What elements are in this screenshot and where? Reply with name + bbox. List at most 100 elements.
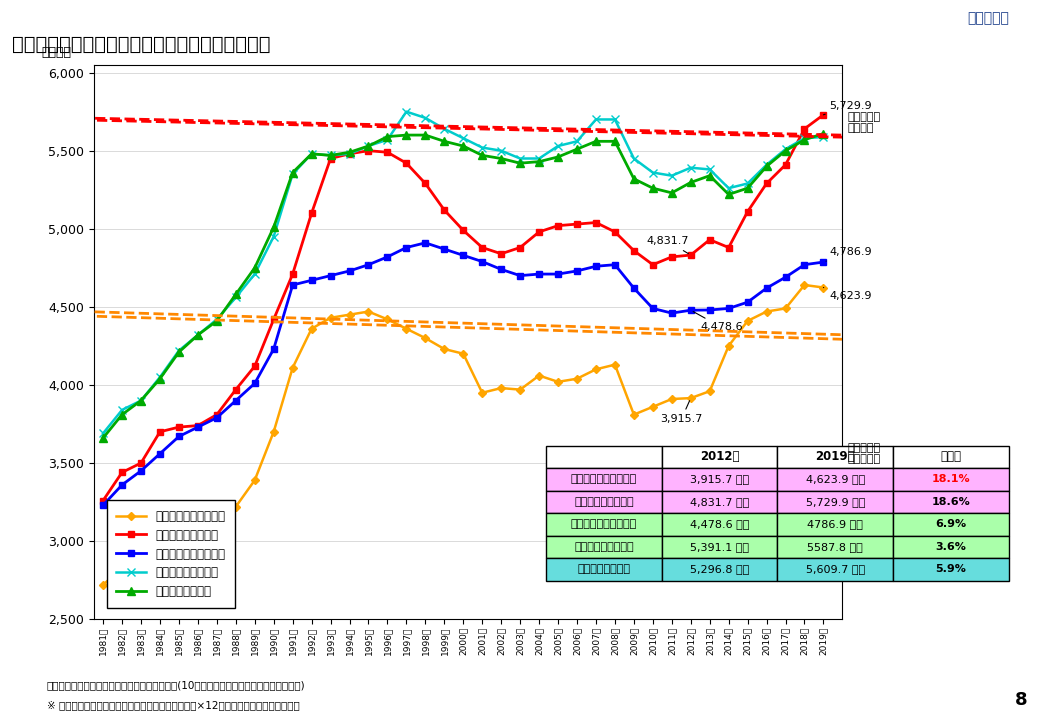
建設業男性生産労働者 [382, 315, 394, 324]
建設業男性全労働者 [438, 206, 450, 215]
全産業男性労働者 [230, 290, 242, 299]
建設業男性全労働者 [306, 209, 318, 217]
建設業男性生産労働者 [324, 313, 337, 322]
Text: 4,786.9: 4,786.9 [826, 248, 872, 261]
建設業男性生産労働者 [779, 304, 791, 312]
製造業男性全労働者 [286, 170, 298, 179]
建設業男性全労働者 [590, 218, 602, 227]
全産業男性労働者 [627, 174, 640, 183]
Text: 5,729.9: 5,729.9 [824, 101, 872, 114]
建設業男性全労働者 [267, 315, 280, 324]
製造業男性生産労働者 [191, 423, 204, 431]
全産業男性労働者 [362, 142, 374, 150]
全産業男性労働者 [135, 396, 148, 405]
Text: 4,831.7: 4,831.7 [647, 236, 690, 253]
建設業男性全労働者 [362, 146, 374, 155]
建設業男性生産労働者 [97, 580, 109, 589]
製造業男性全労働者 [115, 405, 128, 414]
製造業男性生産労働者 [115, 480, 128, 489]
製造業男性生産労働者 [154, 449, 166, 458]
建設業男性生産労働者 [135, 557, 148, 566]
製造業男性全労働者 [306, 150, 318, 158]
製造業男性全労働者 [779, 145, 791, 153]
建設業男性全労働者 [495, 249, 508, 258]
製造業男性生産労働者 [723, 304, 735, 312]
建設業男性生産労働者 [230, 503, 242, 511]
建設業男性全労働者 [647, 261, 659, 269]
Text: 建設業男性全労働者等の年間賃金総支給額の推移: 建設業男性全労働者等の年間賃金総支給額の推移 [12, 35, 271, 53]
全産業男性労働者 [590, 137, 602, 145]
全産業男性労働者 [703, 171, 716, 180]
製造業男性全労働者 [608, 115, 621, 124]
Text: 4,623.9: 4,623.9 [824, 287, 872, 301]
製造業男性生産労働者 [343, 266, 356, 275]
製造業男性全労働者 [684, 163, 697, 172]
製造業男性全労働者 [647, 168, 659, 177]
全産業男性労働者 [552, 153, 565, 161]
建設業男性全労働者 [799, 125, 811, 133]
製造業男性生産労働者 [495, 265, 508, 274]
全産業男性労働者 [306, 150, 318, 158]
建設業男性全労働者 [135, 459, 148, 467]
Legend: 建設業男性生産労働者, 建設業男性全労働者, 製造業男性生産労働者, 製造業男性全労働者, 全産業男性労働者: 建設業男性生産労働者, 建設業男性全労働者, 製造業男性生産労働者, 製造業男性… [107, 500, 235, 608]
全産業男性労働者 [173, 348, 185, 356]
製造業男性生産労働者 [438, 245, 450, 253]
製造業男性全労働者 [495, 146, 508, 155]
建設業男性生産労働者 [267, 428, 280, 436]
全産業男性労働者 [684, 178, 697, 186]
Text: 国土交通省: 国土交通省 [967, 11, 1009, 25]
製造業男性全労働者 [267, 233, 280, 241]
Text: （千円）: （千円） [42, 46, 71, 59]
製造業男性生産労働者 [514, 271, 526, 280]
製造業男性生産労働者 [306, 276, 318, 284]
全産業男性労働者 [97, 433, 109, 442]
製造業男性全労働者 [514, 154, 526, 163]
建設業男性生産労働者 [684, 394, 697, 402]
製造業男性全労働者 [666, 171, 678, 180]
製造業男性全労働者 [135, 396, 148, 405]
製造業男性生産労働者 [457, 251, 469, 260]
建設業男性全労働者 [703, 235, 716, 244]
製造業男性全労働者 [210, 315, 223, 324]
Text: ※ 年間賃金総支給額＝きまって支給する現金給与額×12＋年間賞与その他特別給与額: ※ 年間賃金総支給額＝きまって支給する現金給与額×12＋年間賞与その他特別給与額 [47, 700, 300, 710]
全産業男性労働者 [154, 374, 166, 383]
製造業男性生産労働者 [267, 345, 280, 354]
製造業男性生産労働者 [419, 238, 432, 247]
製造業男性全労働者 [400, 107, 413, 116]
製造業男性全労働者 [382, 135, 394, 144]
製造業男性生産労働者 [210, 413, 223, 422]
建設業男性全労働者 [532, 228, 545, 236]
全産業男性労働者 [382, 132, 394, 141]
Text: 8: 8 [1015, 691, 1028, 709]
製造業男性全労働者 [173, 346, 185, 355]
建設業男性生産労働者 [817, 283, 830, 292]
製造業男性全労働者 [723, 184, 735, 192]
建設業男性全労働者 [173, 423, 185, 431]
Line: 建設業男性生産労働者: 建設業男性生産労働者 [100, 282, 826, 588]
全産業男性労働者 [438, 137, 450, 145]
製造業男性生産労働者 [608, 261, 621, 269]
全産業男性労働者 [210, 317, 223, 325]
建設業男性生産労働者 [590, 365, 602, 374]
建設業男性生産労働者 [552, 377, 565, 386]
建設業男性生産労働者 [419, 334, 432, 343]
建設業男性全労働者 [514, 243, 526, 252]
製造業男性生産労働者 [230, 396, 242, 405]
製造業男性生産労働者 [173, 432, 185, 441]
製造業男性全労働者 [419, 114, 432, 122]
製造業男性生産労働者 [647, 304, 659, 312]
建設業男性全労働者 [760, 179, 773, 188]
製造業男性全労働者 [324, 151, 337, 160]
全産業男性労働者 [666, 189, 678, 197]
製造業男性生産労働者 [627, 284, 640, 292]
製造業男性全労働者 [760, 161, 773, 169]
全産業男性労働者 [532, 157, 545, 166]
全産業男性労働者 [191, 330, 204, 339]
建設業男性生産労働者 [400, 325, 413, 333]
建設業男性生産労働者 [608, 360, 621, 369]
製造業男性生産労働者 [362, 261, 374, 269]
建設業男性生産労働者 [723, 341, 735, 350]
全産業男性労働者 [249, 264, 261, 272]
製造業男性生産労働者 [817, 258, 830, 266]
製造業男性全労働者 [97, 429, 109, 438]
